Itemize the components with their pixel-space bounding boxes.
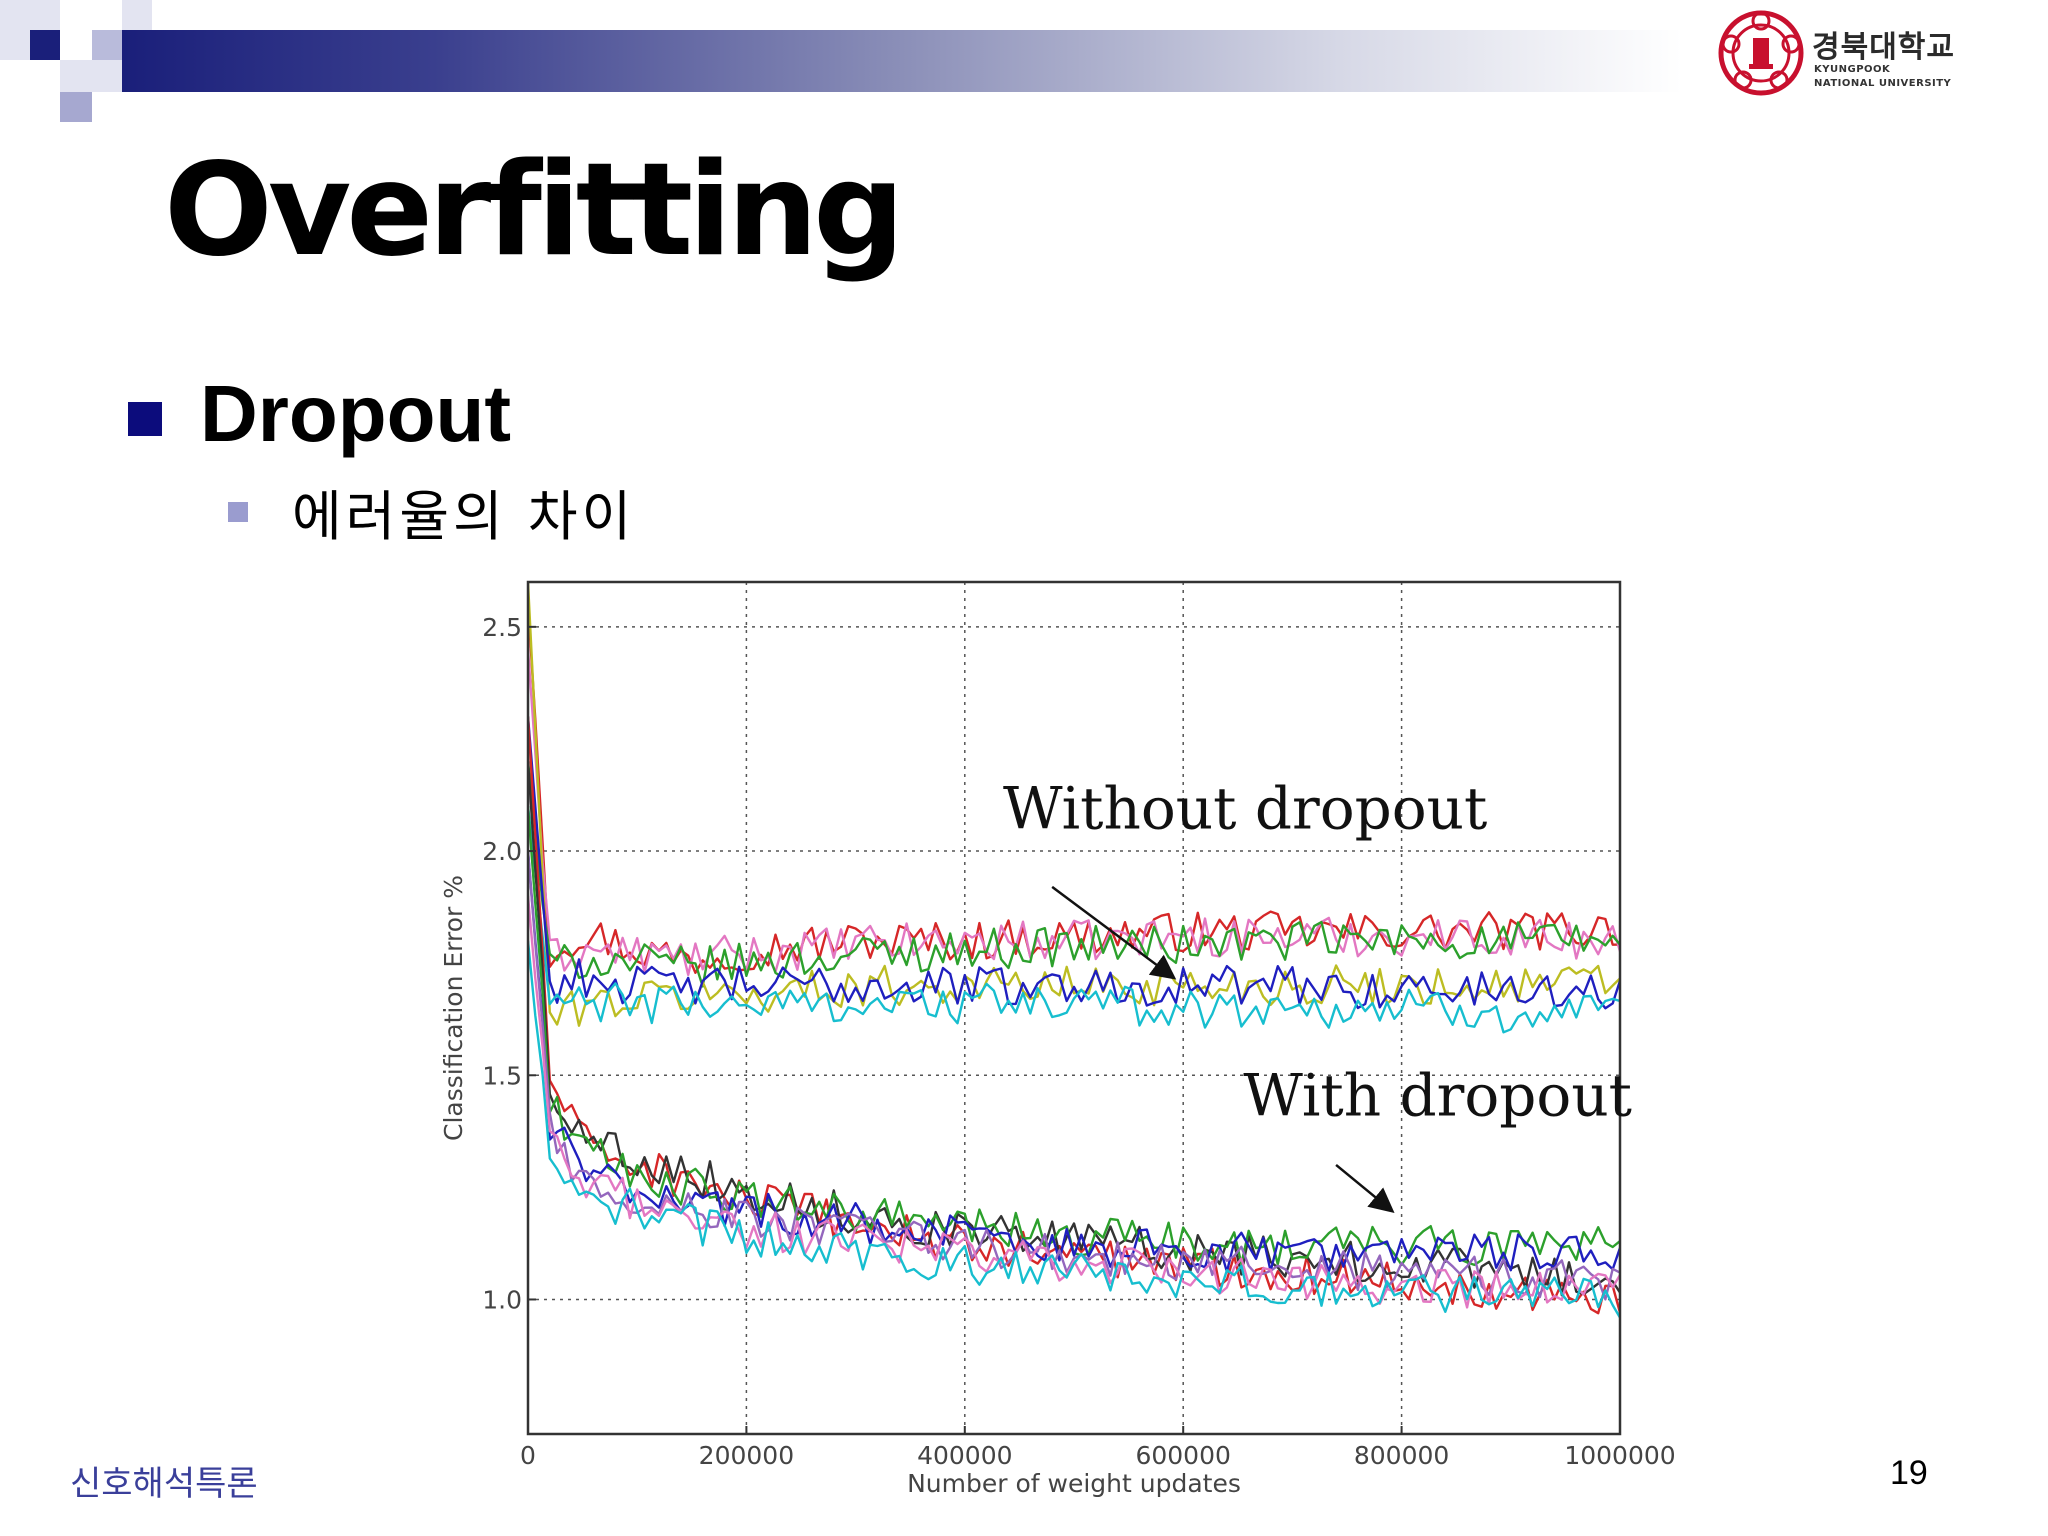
- x-tick-label: 400000: [917, 1441, 1012, 1470]
- header-square: [60, 92, 92, 122]
- chart-annotation: Without dropout: [1003, 775, 1487, 843]
- chart-annotation: With dropout: [1243, 1062, 1632, 1130]
- series-line: [528, 806, 1620, 1267]
- series-line: [528, 582, 1620, 1027]
- plot-frame: [526, 580, 1622, 1436]
- series-line: [528, 649, 1620, 976]
- x-tick-label: 200000: [699, 1441, 794, 1470]
- x-tick-label: 0: [520, 1441, 536, 1470]
- y-tick-label: 1.0: [482, 1285, 522, 1314]
- logo-english-name-line2: NATIONAL UNIVERSITY: [1814, 78, 1952, 89]
- y-tick-label: 2.5: [482, 613, 522, 642]
- bullet-heading: Dropout: [200, 369, 512, 458]
- header-square: [92, 30, 122, 60]
- bullet-square-icon: [128, 402, 162, 436]
- slide-title: Overfitting: [164, 136, 905, 285]
- sub-bullet-text: 에러율의 차이: [292, 485, 636, 548]
- header-square: [122, 0, 152, 30]
- university-seal-icon: [1718, 10, 1804, 96]
- y-tick-label: 1.5: [482, 1061, 522, 1090]
- series-line: [528, 940, 1620, 1319]
- series-line: [528, 761, 1620, 988]
- x-axis-title: Number of weight updates: [907, 1469, 1241, 1498]
- series-line: [528, 851, 1620, 1301]
- page-number: 19: [1890, 1454, 1928, 1492]
- annotation-arrow: [1051, 885, 1177, 980]
- series-line: [528, 895, 1620, 1309]
- series-line: [528, 716, 1620, 1315]
- logo-korean-name: 경북대학교: [1812, 30, 1955, 65]
- y-tick-label: 2.0: [482, 837, 522, 866]
- header-gradient-bar: [122, 30, 1682, 92]
- sub-bullet-square-icon: [228, 502, 248, 522]
- x-tick-label: 1000000: [1564, 1441, 1675, 1470]
- x-tick-label: 800000: [1354, 1441, 1449, 1470]
- series-line: [528, 806, 1620, 1034]
- y-axis-title: Classification Error %: [439, 875, 468, 1141]
- header-square: [30, 30, 60, 60]
- university-logo: 경북대학교 KYUNGPOOK NATIONAL UNIVERSITY: [1716, 8, 1956, 98]
- chart-svg: 0 200000 400000 600000 800000 1000000 1.0 1.5 2.…: [439, 580, 1676, 1498]
- x-tick-label: 600000: [1135, 1441, 1230, 1470]
- annotation-arrow: [1335, 1163, 1395, 1213]
- logo-english-name-line1: KYUNGPOOK: [1814, 64, 1891, 75]
- error-rate-chart: 0 200000 400000 600000 800000 1000000 1.0 1.5 2.…: [420, 560, 1700, 1520]
- series-line: [528, 851, 1620, 1273]
- course-name: 신호해석특론: [70, 1464, 258, 1504]
- header-square: [92, 60, 122, 92]
